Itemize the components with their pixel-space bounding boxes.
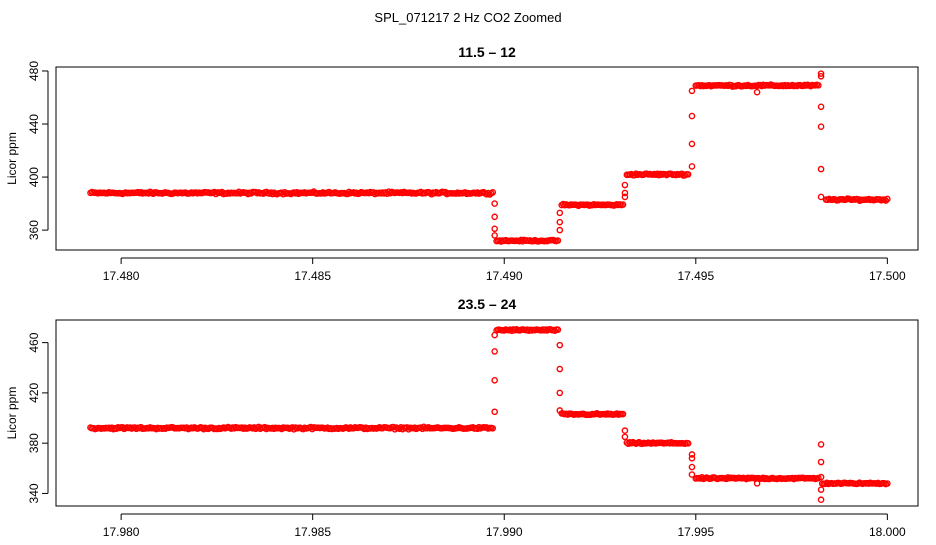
data-point bbox=[491, 377, 498, 384]
data-point bbox=[619, 410, 627, 418]
x-tick-label: 17.500 bbox=[869, 269, 906, 283]
data-point bbox=[491, 200, 498, 207]
data-point bbox=[621, 427, 629, 434]
data-point bbox=[556, 365, 564, 373]
y-tick-label: 440 bbox=[27, 114, 41, 134]
y-tick-label: 380 bbox=[27, 433, 41, 453]
data-point bbox=[753, 88, 761, 96]
data-points bbox=[87, 70, 891, 245]
data-point bbox=[621, 433, 629, 441]
panels: 11.5 – 12 17.480 17.485 17.490 17.495 17.500 3… bbox=[5, 44, 919, 539]
data-point bbox=[688, 463, 696, 471]
data-point bbox=[556, 209, 564, 217]
x-tick-label: 17.485 bbox=[294, 269, 331, 283]
data-point bbox=[817, 193, 825, 201]
data-point bbox=[688, 87, 696, 95]
data-points bbox=[87, 325, 891, 504]
y-axis-label: Licor ppm bbox=[5, 132, 19, 185]
y-tick-label: 340 bbox=[27, 483, 41, 503]
chart-panel-1: 11.5 – 12 17.480 17.485 17.490 17.495 17.500 3… bbox=[5, 44, 919, 283]
data-point bbox=[817, 458, 825, 466]
data-point bbox=[556, 389, 564, 397]
data-point bbox=[817, 70, 825, 77]
data-point bbox=[554, 326, 562, 333]
data-point bbox=[817, 496, 825, 504]
data-point bbox=[491, 213, 498, 221]
data-point bbox=[621, 189, 629, 197]
x-tick-label: 18.000 bbox=[869, 525, 906, 539]
data-point bbox=[684, 440, 692, 447]
data-point bbox=[556, 218, 564, 226]
chart-title: 11.5 – 12 bbox=[458, 44, 516, 60]
data-point bbox=[882, 197, 890, 204]
data-point bbox=[817, 486, 825, 493]
data-point bbox=[489, 189, 497, 196]
plot-frame bbox=[55, 319, 919, 507]
x-tick-label: 17.995 bbox=[677, 525, 714, 539]
data-point bbox=[817, 72, 825, 80]
y-axis-label: Licor ppm bbox=[5, 387, 19, 440]
figure-title: SPL_071217 2 Hz CO2 Zoomed bbox=[374, 10, 561, 25]
data-point bbox=[817, 103, 825, 111]
data-point bbox=[815, 81, 822, 89]
y-tick-label: 420 bbox=[27, 383, 41, 403]
data-point bbox=[491, 348, 498, 355]
x-tick-label: 17.990 bbox=[486, 525, 523, 539]
data-point bbox=[491, 225, 498, 233]
data-point bbox=[684, 171, 692, 178]
y-tick-label: 360 bbox=[27, 220, 41, 240]
plot-frame bbox=[55, 66, 919, 251]
data-point bbox=[491, 232, 498, 239]
data-point bbox=[621, 181, 629, 189]
y-tick-label: 400 bbox=[27, 167, 41, 187]
data-point bbox=[817, 123, 825, 130]
data-point bbox=[688, 471, 696, 478]
x-tick-label: 17.495 bbox=[677, 269, 714, 283]
x-tick-label: 17.980 bbox=[103, 525, 140, 539]
data-point bbox=[688, 454, 696, 462]
x-tick-label: 17.480 bbox=[103, 269, 140, 283]
data-point bbox=[817, 473, 825, 481]
data-point bbox=[688, 140, 696, 148]
data-point bbox=[619, 201, 627, 208]
data-point bbox=[489, 424, 497, 432]
data-point bbox=[753, 480, 761, 487]
data-point bbox=[556, 226, 564, 234]
chart-title: 23.5 – 24 bbox=[458, 296, 517, 312]
data-point bbox=[491, 408, 498, 416]
y-tick-label: 480 bbox=[27, 61, 41, 81]
data-point bbox=[556, 407, 564, 414]
chart-panel-2: 23.5 – 24 17.980 17.985 17.990 17.995 18.000 3… bbox=[5, 296, 919, 539]
data-point bbox=[621, 193, 629, 201]
data-point bbox=[817, 165, 825, 173]
x-tick-label: 17.985 bbox=[294, 525, 331, 539]
data-point bbox=[884, 195, 891, 203]
data-point bbox=[688, 112, 696, 120]
data-point bbox=[884, 480, 891, 487]
data-point bbox=[817, 441, 825, 448]
y-tick-label: 460 bbox=[27, 332, 41, 352]
data-point bbox=[688, 451, 696, 458]
x-tick-label: 17.490 bbox=[486, 269, 523, 283]
data-point bbox=[556, 341, 564, 349]
data-point bbox=[554, 237, 562, 244]
data-point bbox=[688, 163, 696, 170]
data-point bbox=[491, 331, 498, 339]
